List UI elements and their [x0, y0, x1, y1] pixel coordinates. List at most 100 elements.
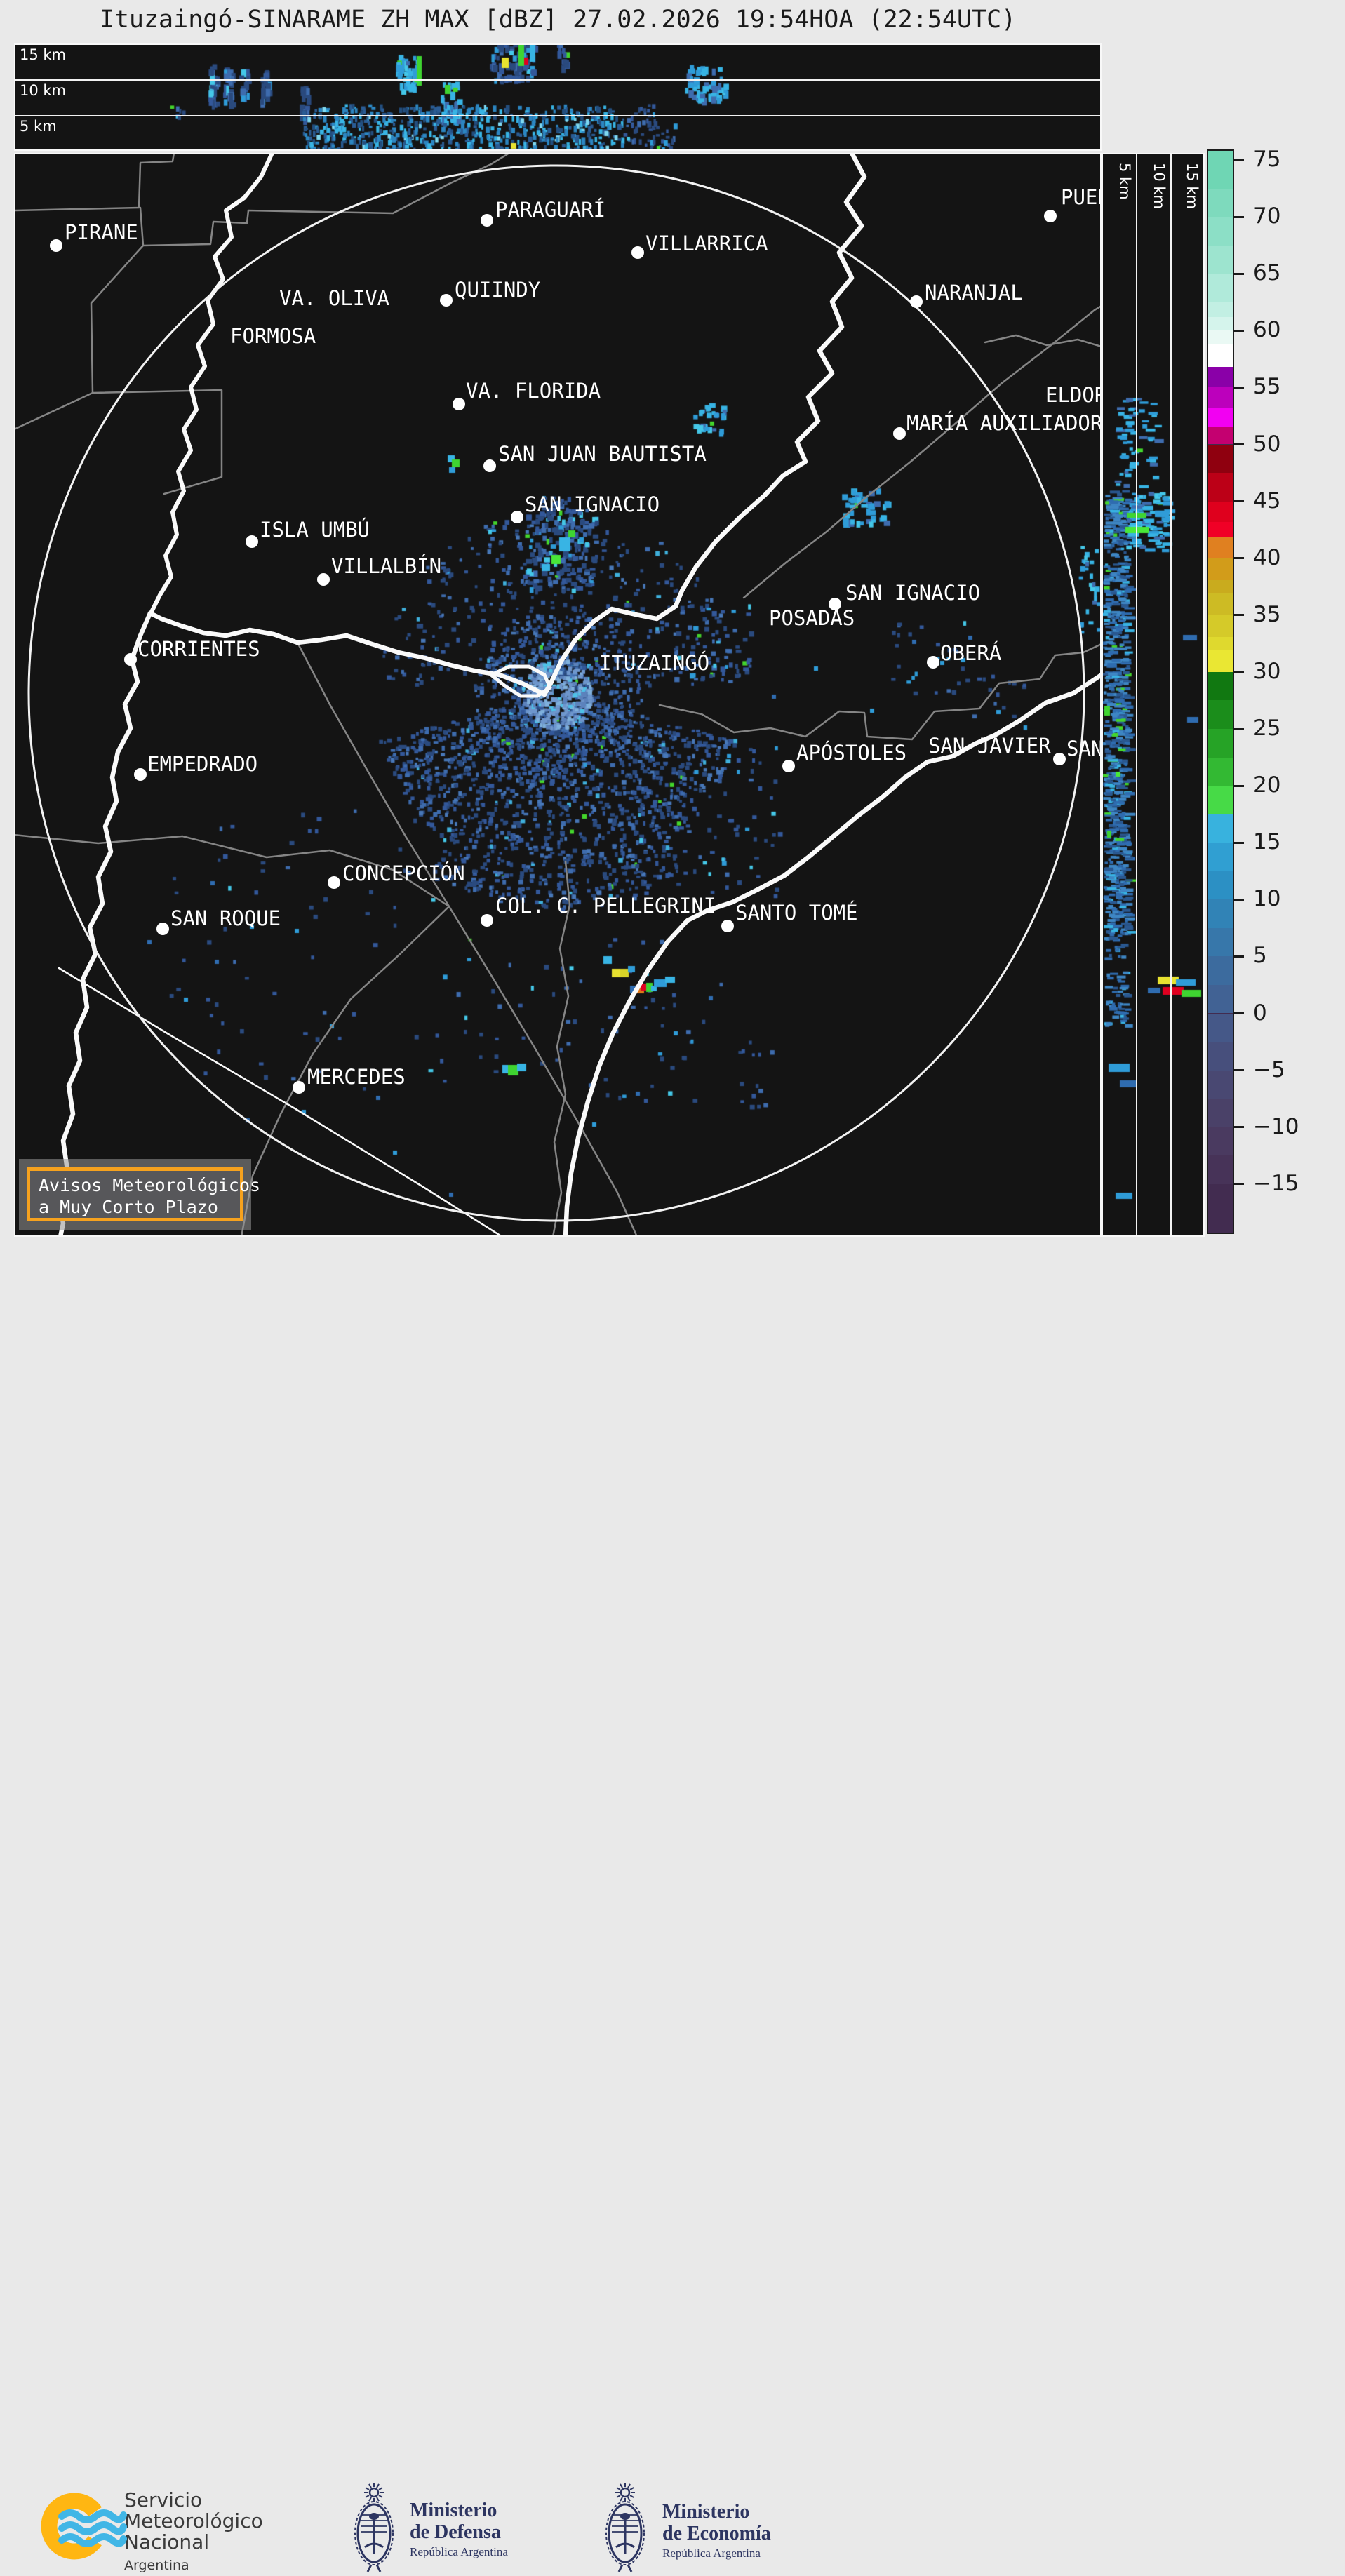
colorbar-band: [1208, 188, 1233, 217]
colorbar-tick-label: 40: [1253, 544, 1281, 570]
defensa-wordmark: Ministerio de Defensa República Argentin…: [410, 2500, 508, 2559]
colorbar-band: [1208, 408, 1233, 427]
city-marker-dot: [328, 876, 340, 889]
smn-line-3: Nacional: [124, 2530, 210, 2554]
colorbar-tick: [1233, 557, 1244, 560]
city-marker-dot: [893, 427, 906, 440]
colorbar-tick: [1233, 898, 1244, 901]
economia-sub: República Argentina: [662, 2547, 761, 2560]
colorbar-band: [1208, 615, 1233, 637]
colorbar-tick: [1233, 159, 1244, 161]
colorbar-tick: [1233, 671, 1244, 673]
colorbar-tick-label: 10: [1253, 886, 1281, 912]
city-marker-dot: [829, 598, 841, 610]
economia-line-1: Ministerio: [662, 2501, 750, 2523]
city-label: POSADAS: [769, 606, 855, 630]
colorbar-band: [1208, 1099, 1233, 1127]
city-label: SAN IGNACIO: [525, 492, 660, 516]
river-line: [56, 610, 153, 1235]
colorbar-band: [1208, 899, 1233, 928]
colorbar-band: [1208, 536, 1233, 558]
colorbar-band: [1208, 426, 1233, 445]
admin-border-line: [139, 154, 509, 247]
colorbar-tick-label: 75: [1253, 147, 1281, 172]
city-marker-dot: [246, 535, 258, 548]
height-gridline: [15, 115, 1100, 116]
colorbar-band: [1208, 344, 1233, 368]
cross-section-right-panel: 5 km 10 km 15 km: [1102, 153, 1205, 1237]
colorbar-tick-label: 70: [1253, 203, 1281, 229]
economia-coat-of-arms-icon: [605, 2483, 645, 2572]
colorbar-tick: [1233, 727, 1244, 730]
admin-border-line: [241, 905, 450, 1235]
city-label: ITUZAINGÓ: [599, 651, 710, 675]
city-marker-dot: [782, 760, 795, 772]
river-line: [563, 673, 1100, 1235]
colorbar-band: [1208, 1183, 1233, 1233]
city-label: FORMOSA: [230, 324, 316, 348]
dbz-colorbar: [1207, 149, 1234, 1234]
defensa-sub: República Argentina: [410, 2545, 508, 2558]
city-marker-dot: [1053, 753, 1066, 765]
colorbar-band: [1208, 444, 1233, 474]
cross-section-right-echoes: [1103, 154, 1203, 1235]
city-marker-dot: [910, 295, 923, 308]
colorbar-tick: [1233, 841, 1244, 844]
city-label: SAN IGNACIO: [845, 581, 981, 605]
footer: Servicio Meteorológico Nacional Argentin…: [0, 1237, 1345, 2573]
colorbar-tick: [1233, 215, 1244, 218]
height-axis-label: 15 km: [20, 46, 67, 63]
city-label: SAN JUAN BAUTISTA: [498, 442, 707, 466]
colorbar-band: [1208, 984, 1233, 1014]
smn-logo-icon: [41, 2493, 127, 2560]
colorbar-band: [1208, 843, 1233, 871]
colorbar-band: [1208, 367, 1233, 388]
colorbar-band: [1208, 1013, 1233, 1042]
admin-border-line: [91, 389, 223, 495]
city-label: MERCEDES: [307, 1065, 406, 1089]
colorbar-tick-label: 20: [1253, 772, 1281, 798]
city-marker-dot: [293, 1081, 305, 1094]
colorbar-band: [1208, 217, 1233, 246]
colorbar-tick: [1233, 1183, 1244, 1186]
city-label: CORRIENTES: [138, 637, 260, 661]
colorbar-tick-label: 50: [1253, 431, 1281, 457]
city-marker-dot: [511, 511, 523, 523]
colorbar-tick-label: 45: [1253, 488, 1281, 514]
city-marker-dot: [440, 294, 453, 307]
city-label: COL. C. PELLEGRINI: [495, 894, 716, 918]
colorbar-band: [1208, 671, 1233, 701]
admin-border-line: [984, 334, 1100, 347]
colorbar-tick-label: 15: [1253, 829, 1281, 855]
height-axis-label: 5 km: [20, 118, 57, 135]
colorbar-tick-label: 5: [1253, 943, 1267, 969]
economia-line-2: de Economía: [662, 2523, 771, 2544]
page-title: Ituzaingó-SINARAME ZH MAX [dBZ] 27.02.20…: [99, 6, 1017, 34]
admin-border-line: [552, 860, 571, 1235]
colorbar-band: [1208, 558, 1233, 580]
admin-border-line: [296, 641, 638, 1235]
colorbar-band: [1208, 814, 1233, 843]
colorbar-band: [1208, 700, 1233, 729]
city-label: VILLALBÍN: [331, 554, 442, 578]
city-label: VA. OLIVA: [279, 286, 390, 310]
colorbar-band: [1208, 593, 1233, 615]
height-gridline: [15, 79, 1100, 81]
colorbar-tick-label: 30: [1253, 658, 1281, 684]
colorbar-tick: [1233, 500, 1244, 503]
city-label: PIRANE: [65, 220, 138, 244]
city-label: NARANJAL: [925, 281, 1023, 304]
geography-layer: [15, 154, 1100, 1235]
colorbar-band: [1208, 387, 1233, 408]
colorbar-band: [1208, 956, 1233, 985]
city-marker-dot: [317, 573, 330, 586]
colorbar-band: [1208, 927, 1233, 957]
city-label: SANTO TOMÉ: [735, 901, 858, 925]
colorbar-band: [1208, 501, 1233, 522]
colorbar-band: [1208, 757, 1233, 786]
defensa-line-2: de Defensa: [410, 2521, 501, 2543]
colorbar-band: [1208, 1155, 1233, 1184]
height-gridline: [1170, 154, 1172, 1235]
city-label: ISLA UMBÚ: [260, 518, 370, 542]
city-marker-dot: [50, 239, 62, 252]
